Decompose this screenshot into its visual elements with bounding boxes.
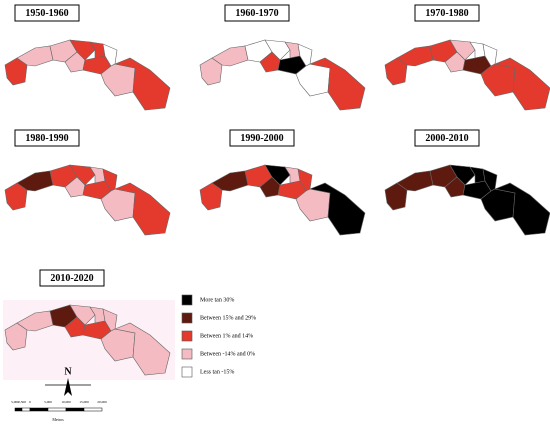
panel-title: 1990-2000 — [240, 133, 283, 144]
region — [69, 164, 96, 186]
title-box — [224, 4, 290, 22]
panel-title: 2000-2010 — [425, 133, 468, 144]
map — [199, 164, 366, 236]
legend-swatch — [181, 312, 193, 324]
map — [4, 39, 171, 111]
title-box — [414, 129, 480, 147]
title-box — [14, 4, 80, 22]
legend-label: Less tan -15% — [200, 369, 234, 375]
region — [449, 39, 476, 61]
scale-label: 0 — [29, 400, 31, 404]
scale-unit: Metros — [52, 417, 64, 422]
region — [449, 164, 476, 186]
region — [113, 57, 171, 111]
scale-segment — [29, 407, 49, 412]
panel-title: 1970-1980 — [425, 8, 468, 19]
scale-label: 20,000 — [97, 400, 107, 405]
legend-label: Between -14% and 0% — [200, 351, 255, 357]
scale-label: 5,000 — [44, 400, 52, 405]
region — [308, 182, 366, 236]
region — [69, 39, 96, 61]
region — [493, 57, 550, 111]
legend-label: Between 1% and 14% — [200, 333, 253, 339]
map — [3, 300, 175, 380]
map — [384, 164, 550, 236]
region — [113, 182, 171, 236]
region — [69, 304, 96, 326]
scale-segment — [14, 407, 23, 412]
scale-label: 5,000 — [11, 400, 19, 405]
title-box — [229, 129, 295, 147]
legend-swatch — [181, 330, 193, 342]
legend-swatch — [181, 366, 193, 378]
scale-label: 15,000 — [79, 400, 89, 405]
region — [308, 57, 366, 111]
legend-label: More tan 30% — [200, 297, 234, 303]
map — [384, 39, 550, 111]
north-arrow — [64, 378, 72, 396]
region — [264, 39, 291, 61]
scale-segment — [21, 407, 31, 412]
map — [199, 39, 366, 111]
title-box — [414, 4, 480, 22]
panel-title: 1960-1970 — [235, 8, 278, 19]
legend-label: Between 15% and 29% — [200, 315, 256, 321]
scale-segment — [47, 407, 67, 412]
legend-swatch — [181, 348, 193, 360]
region — [113, 322, 171, 376]
title-box — [39, 269, 105, 287]
scale-segment — [65, 407, 85, 412]
panel-title: 1980-1990 — [25, 133, 68, 144]
map — [4, 164, 171, 236]
panel-title: 2010-2020 — [50, 273, 93, 284]
scale-segment — [83, 407, 103, 412]
region — [493, 182, 550, 236]
panel-title: 1950-1960 — [25, 8, 68, 19]
legend-swatch — [181, 294, 193, 306]
title-box — [14, 129, 80, 147]
scale-label: 10,000 — [61, 400, 71, 405]
north-label: N — [64, 366, 72, 377]
scale-label: 2,500 — [18, 400, 26, 405]
region — [264, 164, 291, 186]
